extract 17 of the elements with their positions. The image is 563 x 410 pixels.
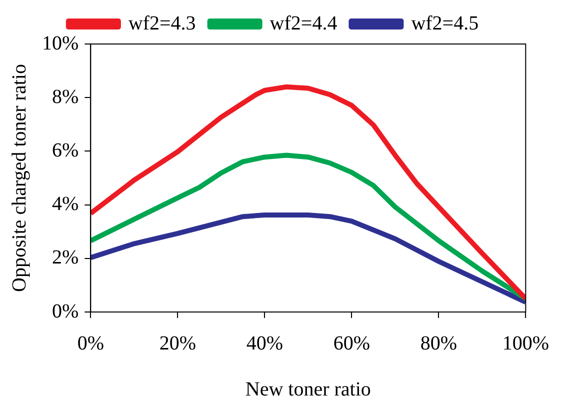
y-tick-label: 4% xyxy=(52,193,79,216)
y-tick-label: 2% xyxy=(52,246,79,269)
legend-label: wf2=4.4 xyxy=(270,12,338,34)
y-axis-title: Opposite charged toner ratio xyxy=(8,64,30,292)
x-tick-label: 0% xyxy=(77,332,104,354)
x-tick-label: 40% xyxy=(246,332,283,354)
x-tick-label: 60% xyxy=(333,332,370,354)
x-axis-title: New toner ratio xyxy=(245,378,371,400)
y-tick-label: 10% xyxy=(42,32,79,54)
x-tick-label: 20% xyxy=(159,332,196,354)
x-tick-label: 100% xyxy=(502,332,550,354)
y-tick-label: 8% xyxy=(52,86,79,108)
y-tick-label: 0% xyxy=(52,300,79,322)
x-tick-label: 80% xyxy=(420,332,458,354)
legend-label: wf2=4.3 xyxy=(128,12,196,34)
y-tick-label: 6% xyxy=(52,139,79,162)
legend-label: wf2=4.5 xyxy=(411,12,479,34)
